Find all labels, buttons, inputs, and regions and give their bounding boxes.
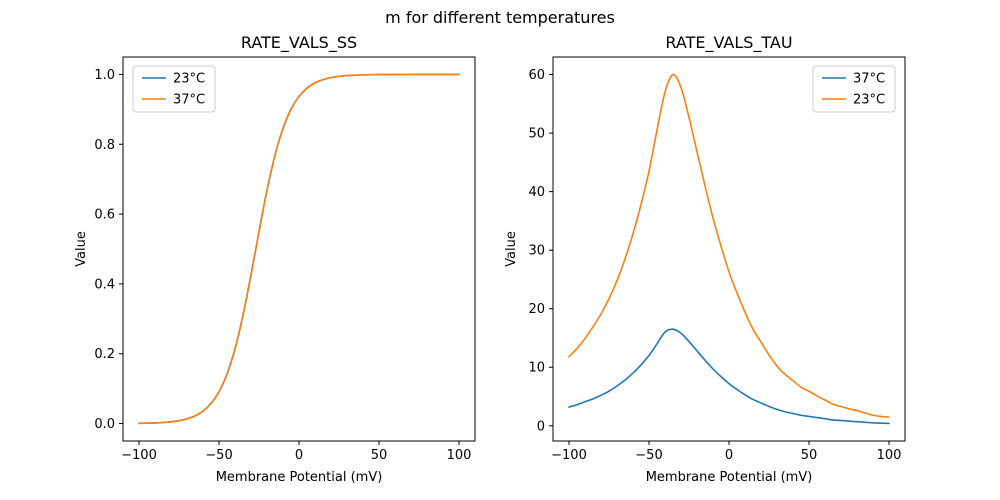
y-tick-label: 0.8: [94, 138, 115, 153]
legend: 23°C 37°C: [132, 65, 216, 113]
y-axis-label: Value: [504, 231, 519, 267]
subplot-rate_vals_ss: −100 −50 0 50 100 0.0 0.2 0.4 0.6 0.8 1.0 RATE_VALS…: [74, 33, 476, 485]
x-tick-label: 100: [447, 448, 472, 463]
series-line-23°C: [138, 73, 460, 425]
legend-label: 37°C: [853, 72, 885, 87]
y-tick-label: 30: [528, 244, 545, 259]
legend: 37°C 23°C: [812, 65, 896, 113]
y-tick-label: 0.4: [94, 277, 115, 292]
legend-label: 37°C: [173, 93, 205, 108]
figure-suptitle: m for different temperatures: [385, 8, 615, 27]
x-tick-label: −50: [205, 448, 232, 463]
x-tick-label: −50: [635, 448, 662, 463]
x-tick-label: −100: [551, 448, 587, 463]
x-axis-label: Membrane Potential (mV): [216, 470, 383, 485]
series-line-37°C: [138, 73, 460, 425]
y-tick-label: 0.6: [94, 208, 115, 223]
x-tick-label: −100: [121, 448, 157, 463]
legend-label: 23°C: [853, 93, 885, 108]
y-tick-label: 0: [537, 419, 545, 434]
y-tick-label: 0.2: [94, 347, 115, 362]
x-tick-label: 0: [725, 448, 733, 463]
axes-title: RATE_VALS_SS: [241, 33, 357, 53]
y-tick-label: 10: [528, 361, 545, 376]
legend-label: 23°C: [173, 72, 205, 87]
x-tick-label: 0: [295, 448, 303, 463]
y-axis-label: Value: [74, 231, 89, 267]
y-tick-label: 0.0: [94, 417, 115, 432]
series-line-37°C: [568, 328, 890, 425]
x-tick-label: 100: [877, 448, 902, 463]
y-tick-label: 60: [528, 68, 545, 83]
x-tick-label: 50: [801, 448, 818, 463]
x-tick-label: 50: [371, 448, 388, 463]
series-line-23°C: [568, 73, 890, 418]
axes-box: [122, 56, 476, 442]
y-tick-label: 50: [528, 127, 545, 142]
x-axis-label: Membrane Potential (mV): [646, 470, 813, 485]
y-tick-label: 20: [528, 302, 545, 317]
subplot-rate_vals_tau: −100 −50 0 50 100 0 10 20 30 40 50 60 RATE_VALS_TAU M…: [504, 33, 906, 485]
axes-title: RATE_VALS_TAU: [665, 33, 792, 53]
y-tick-label: 1.0: [94, 68, 115, 83]
y-tick-label: 40: [528, 185, 545, 200]
